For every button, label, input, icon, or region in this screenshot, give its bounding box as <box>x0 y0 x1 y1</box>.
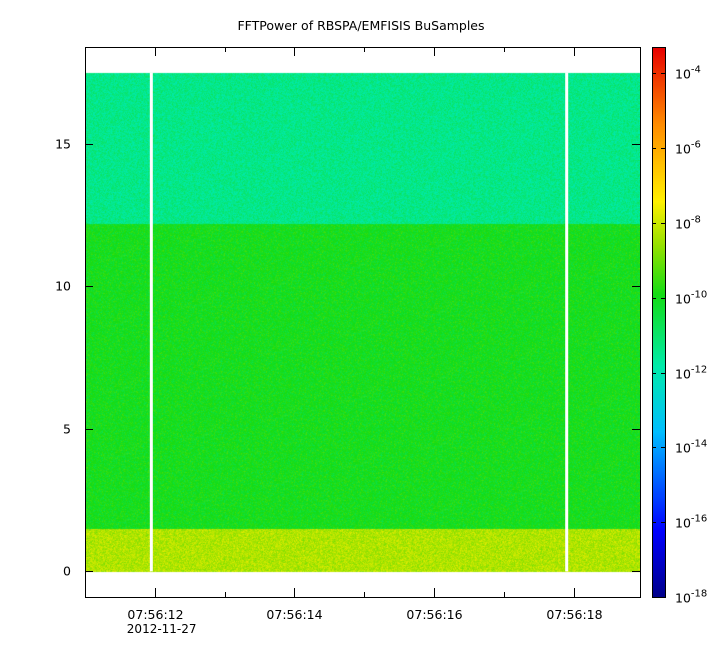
colorbar-tick-label: 10-12 <box>675 365 707 382</box>
colorbar-tick-label: 10-6 <box>675 140 701 157</box>
x-tick-label: 07:56:12 <box>127 607 183 622</box>
chart-title: FFTPower of RBSPA/EMFISIS BuSamples <box>237 18 484 33</box>
x-tick-label: 07:56:18 <box>546 607 602 622</box>
colorbar-tick-label: 10-16 <box>675 514 707 531</box>
colorbar-tick-label: 10-10 <box>675 290 707 307</box>
plot-area <box>85 47 641 598</box>
data-gap <box>565 72 569 572</box>
colorbar-tick-label: 10-18 <box>675 589 707 606</box>
y-axis: 0 5 10 15 <box>55 137 640 579</box>
data-gap <box>149 72 153 572</box>
x-tick-label: 07:56:16 <box>406 607 462 622</box>
y-tick-label: 5 <box>63 422 71 437</box>
heatmap-image <box>85 47 640 597</box>
colorbar-tick-label: 10-4 <box>675 65 701 82</box>
y-tick-label: 15 <box>55 137 71 152</box>
colorbar-tick-label: 10-14 <box>675 439 707 456</box>
data-gaps <box>149 72 569 572</box>
y-tick-label: 0 <box>63 564 71 579</box>
x-axis: 07:56:12 07:56:14 07:56:16 07:56:18 <box>127 47 603 622</box>
plot-frame <box>85 47 641 598</box>
x-date-label: 2012-11-27 <box>127 622 197 636</box>
colorbar-gradient <box>652 47 665 597</box>
y-tick-label: 10 <box>55 279 71 294</box>
colorbar-tick-label: 10-8 <box>675 215 701 232</box>
colorbar-frame <box>652 47 666 598</box>
colorbar: 10-18 10-16 10-14 10-12 10-10 10-8 10-6 10-4 <box>652 47 707 606</box>
x-tick-label: 07:56:14 <box>266 607 322 622</box>
